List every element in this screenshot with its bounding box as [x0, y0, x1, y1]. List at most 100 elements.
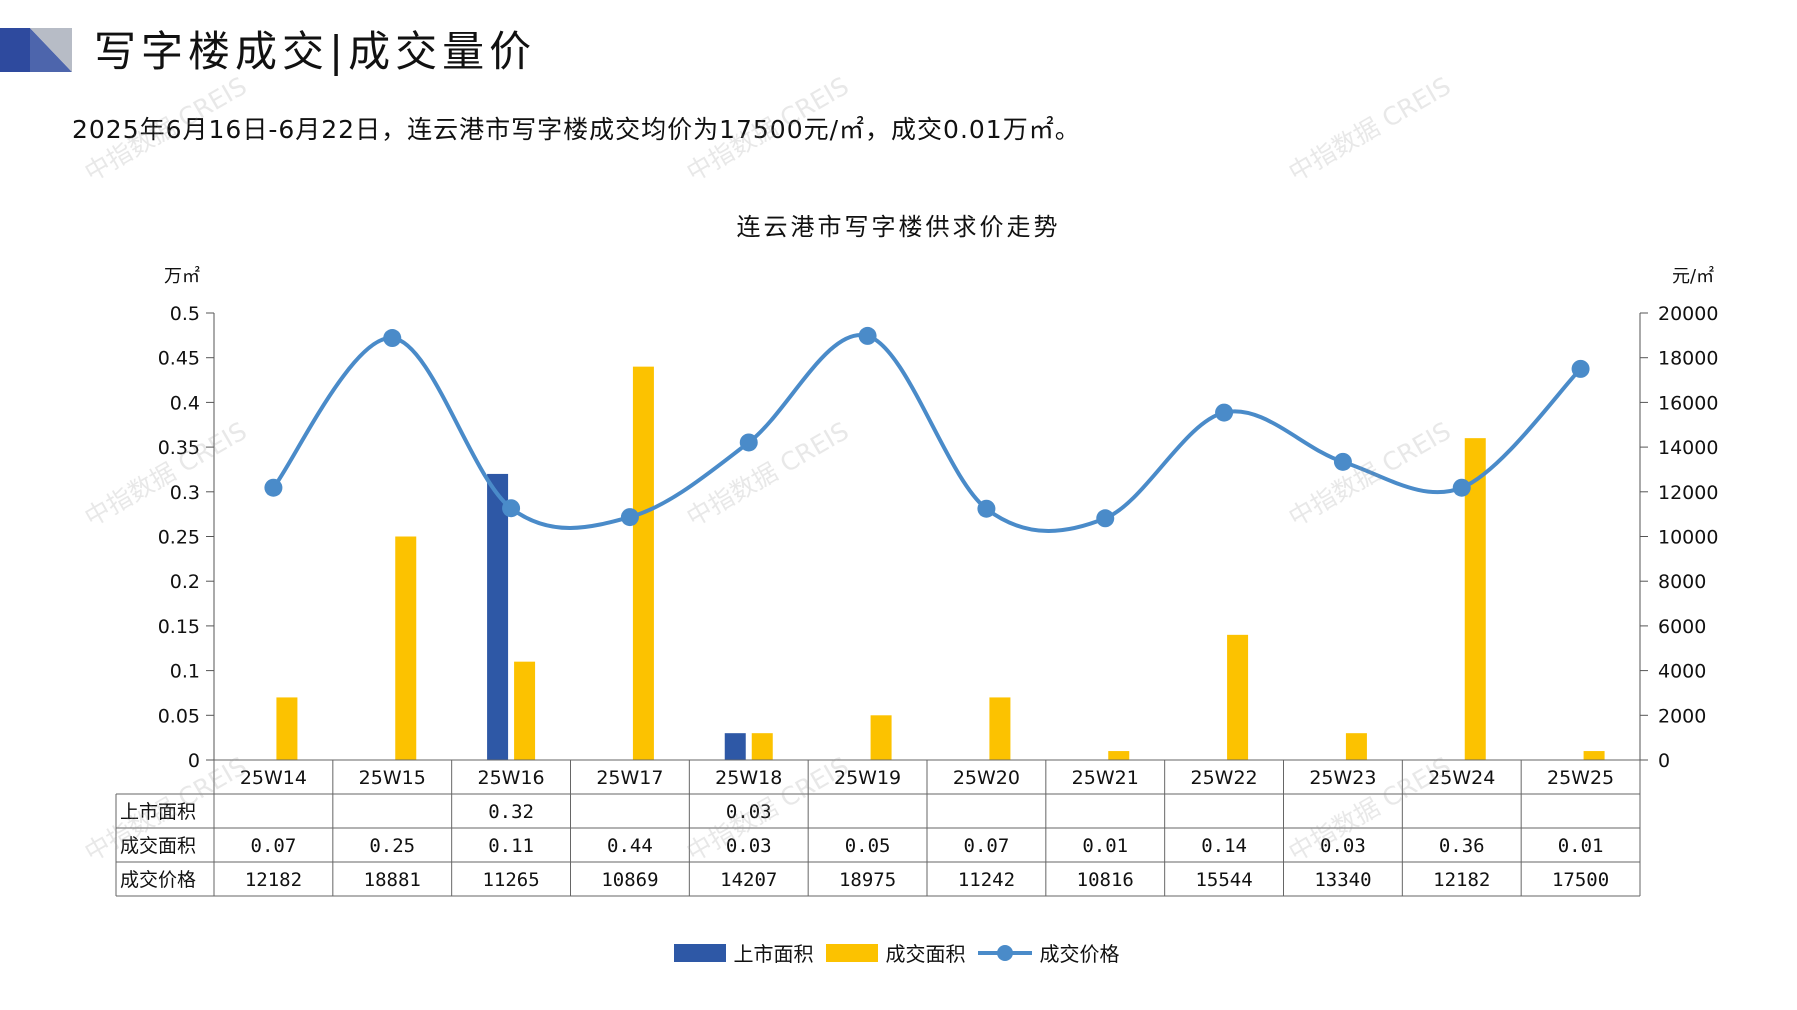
data-label: 12182 [245, 869, 302, 891]
price-point [739, 433, 758, 452]
data-label: 0.01 [1082, 835, 1128, 857]
data-label: 0.14 [1201, 835, 1247, 857]
table-row-label: 成交价格 [120, 869, 196, 891]
left-axis-unit: 万㎡ [164, 266, 200, 287]
category-label: 25W22 [1191, 767, 1258, 789]
deal-area-bar [1583, 751, 1605, 760]
right-tick-label: 2000 [1658, 705, 1706, 727]
data-label: 0.03 [726, 801, 772, 823]
data-label: 11265 [482, 869, 539, 891]
chart-legend: 上市面积 成交面积 成交价格 [0, 938, 1797, 967]
price-point [1571, 359, 1590, 378]
price-point [1096, 509, 1115, 528]
legend-label-price: 成交价格 [1039, 942, 1120, 966]
price-line [271, 333, 1582, 533]
deal-area-bar [395, 536, 417, 760]
data-label: 0.11 [488, 835, 534, 857]
left-tick-label: 0.25 [158, 527, 200, 549]
left-tick-label: 0.1 [170, 661, 200, 683]
legend-label-deal-area: 成交面积 [885, 942, 966, 966]
data-label: 0.07 [251, 835, 297, 857]
right-tick-label: 0 [1658, 750, 1670, 772]
data-label: 0.07 [964, 835, 1010, 857]
data-label: 0.03 [1320, 835, 1366, 857]
legend-item-supply: 上市面积 [673, 938, 814, 967]
data-label: 18975 [839, 869, 896, 891]
data-label: 13340 [1314, 869, 1371, 891]
data-label: 17500 [1552, 869, 1609, 891]
deal-area-bar [276, 697, 298, 760]
left-tick-label: 0.45 [158, 348, 200, 370]
left-tick-label: 0.3 [170, 482, 200, 504]
data-label: 0.32 [488, 801, 534, 823]
logo-icon [0, 28, 72, 72]
category-label: 25W18 [715, 767, 782, 789]
price-point [977, 499, 996, 518]
right-tick-label: 4000 [1658, 661, 1706, 683]
summary-text: 2025年6月16日-6月22日，连云港市写字楼成交均价为17500元/㎡，成交… [72, 115, 1081, 144]
data-label: 12182 [1433, 869, 1490, 891]
data-label: 14207 [720, 869, 777, 891]
deal-area-bar [1108, 751, 1130, 760]
right-tick-label: 10000 [1658, 527, 1718, 549]
legend-item-price: 成交价格 [977, 938, 1120, 967]
left-tick-label: 0.5 [170, 303, 200, 325]
price-point [264, 478, 283, 497]
price-point [383, 329, 402, 348]
right-tick-label: 12000 [1658, 482, 1718, 504]
price-line-swatch [977, 944, 1032, 962]
data-label: 0.36 [1439, 835, 1485, 857]
right-tick-label: 6000 [1658, 616, 1706, 638]
right-tick-label: 16000 [1658, 392, 1718, 414]
deal-area-bar [632, 366, 654, 760]
page-title: 写字楼成交|成交量价 [94, 27, 537, 76]
deal-area-bar [1345, 733, 1367, 760]
right-tick-label: 14000 [1658, 437, 1718, 459]
chart-title: 连云港市写字楼供求价走势 [736, 213, 1061, 241]
left-tick-label: 0.2 [170, 571, 200, 593]
data-label: 0.25 [369, 835, 415, 857]
price-point [1215, 403, 1234, 422]
price-point [1333, 452, 1352, 471]
price-point [858, 326, 877, 345]
price-point [620, 508, 639, 527]
price-point [1452, 478, 1471, 497]
data-label: 0.03 [726, 835, 772, 857]
category-label: 25W16 [478, 767, 545, 789]
category-label: 25W15 [359, 767, 426, 789]
category-label: 25W17 [596, 767, 663, 789]
deal-area-bar [870, 715, 892, 760]
right-tick-label: 20000 [1658, 303, 1718, 325]
category-label: 25W21 [1072, 767, 1139, 789]
data-label: 15544 [1195, 869, 1252, 891]
data-label: 0.05 [845, 835, 891, 857]
right-tick-label: 8000 [1658, 571, 1706, 593]
supply-bar [487, 473, 509, 760]
supply-bar [724, 733, 746, 760]
deal-area-bar [989, 697, 1011, 760]
category-label: 25W19 [834, 767, 901, 789]
table-row-label: 成交面积 [120, 835, 196, 857]
deal-area-bar [514, 661, 536, 760]
category-label: 25W20 [953, 767, 1020, 789]
deal-area-swatch [825, 943, 878, 962]
data-label: 0.44 [607, 835, 653, 857]
deal-area-bar [1227, 634, 1249, 760]
left-tick-label: 0.05 [158, 705, 200, 727]
category-label: 25W14 [240, 767, 307, 789]
data-label: 10869 [601, 869, 658, 891]
left-tick-label: 0 [188, 750, 200, 772]
category-label: 25W23 [1309, 767, 1376, 789]
deal-area-bar [1464, 438, 1486, 760]
left-tick-label: 0.35 [158, 437, 200, 459]
legend-item-deal-area: 成交面积 [825, 938, 966, 967]
table-row-label: 上市面积 [120, 801, 196, 823]
right-axis-unit: 元/㎡ [1672, 266, 1715, 287]
data-label: 10816 [1077, 869, 1134, 891]
right-tick-label: 18000 [1658, 348, 1718, 370]
data-label: 11242 [958, 869, 1015, 891]
category-label: 25W24 [1428, 767, 1495, 789]
data-label: 0.01 [1558, 835, 1604, 857]
left-tick-label: 0.15 [158, 616, 200, 638]
category-label: 25W25 [1547, 767, 1614, 789]
